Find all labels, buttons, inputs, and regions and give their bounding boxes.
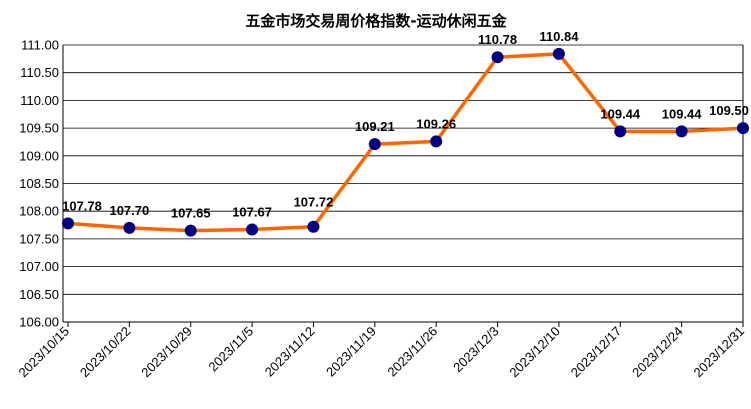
data-point <box>491 51 504 64</box>
y-axis-tick-labels: 106.00 106.50 107.00 107.50 108.00 108.50 109.… <box>19 38 59 330</box>
chart-title: 五金市场交易周价格指数-运动休闲五金 <box>245 12 507 30</box>
series-markers <box>62 47 749 237</box>
data-label: 109.50 <box>709 103 749 118</box>
data-point <box>307 220 320 233</box>
x-tick-label: 2023/11/5 <box>205 324 256 375</box>
data-label: 107.78 <box>62 198 102 213</box>
data-point <box>430 135 443 148</box>
x-tick-label: 2023/12/3 <box>450 324 502 376</box>
x-tick-label: 2023/11/26 <box>384 324 440 380</box>
data-label: 110.84 <box>539 29 579 44</box>
y-tick-label: 106.50 <box>19 287 59 302</box>
axes <box>62 45 744 327</box>
x-tick-label: 2023/11/19 <box>323 324 379 380</box>
data-label: 107.70 <box>109 203 149 218</box>
data-point <box>552 47 565 60</box>
y-tick-label: 110.00 <box>20 93 59 108</box>
y-tick-label: 110.50 <box>20 65 59 80</box>
y-tick-label: 106.00 <box>19 315 59 330</box>
y-tick-label: 108.00 <box>19 204 59 219</box>
y-tick-label: 108.50 <box>19 176 59 191</box>
data-point <box>246 223 259 236</box>
data-point <box>737 122 749 135</box>
y-tick-label: 107.50 <box>19 231 59 246</box>
x-axis-tick-labels: 2023/10/15 2023/10/22 2023/10/29 2023/11/5 2… <box>15 324 747 381</box>
data-point <box>184 224 197 237</box>
data-point <box>675 125 688 138</box>
data-labels: 107.78 107.70 107.65 107.67 107.72 109.21 109.… <box>62 29 749 221</box>
y-tick-label: 109.00 <box>19 148 59 163</box>
x-tick-label: 2023/10/29 <box>138 324 195 381</box>
grid-lines <box>63 44 743 323</box>
y-tick-label: 111.00 <box>21 38 59 53</box>
data-point <box>368 138 381 151</box>
data-label: 109.26 <box>416 116 456 131</box>
x-tick-label: 2023/12/17 <box>568 324 625 381</box>
x-tick-label: 2023/12/24 <box>629 324 686 381</box>
series-line <box>67 52 744 233</box>
y-tick-label: 107.00 <box>19 259 59 274</box>
data-label: 107.72 <box>294 195 334 210</box>
x-tick-label: 2023/11/12 <box>262 324 318 380</box>
y-tick-label: 109.50 <box>19 121 59 136</box>
data-label: 109.44 <box>600 106 641 121</box>
data-label: 109.21 <box>355 119 395 134</box>
x-tick-label: 2023/12/31 <box>690 324 747 381</box>
data-label: 109.44 <box>662 106 703 121</box>
data-point <box>614 125 627 138</box>
series-line-path <box>67 52 744 233</box>
data-label: 107.67 <box>232 204 272 219</box>
data-label: 110.78 <box>478 32 517 47</box>
data-label: 107.65 <box>171 206 211 221</box>
data-point <box>123 221 136 234</box>
x-tick-label: 2023/10/15 <box>15 324 72 381</box>
x-tick-label: 2023/12/10 <box>506 324 563 381</box>
x-tick-label: 2023/10/22 <box>77 324 134 381</box>
data-point <box>62 217 74 230</box>
